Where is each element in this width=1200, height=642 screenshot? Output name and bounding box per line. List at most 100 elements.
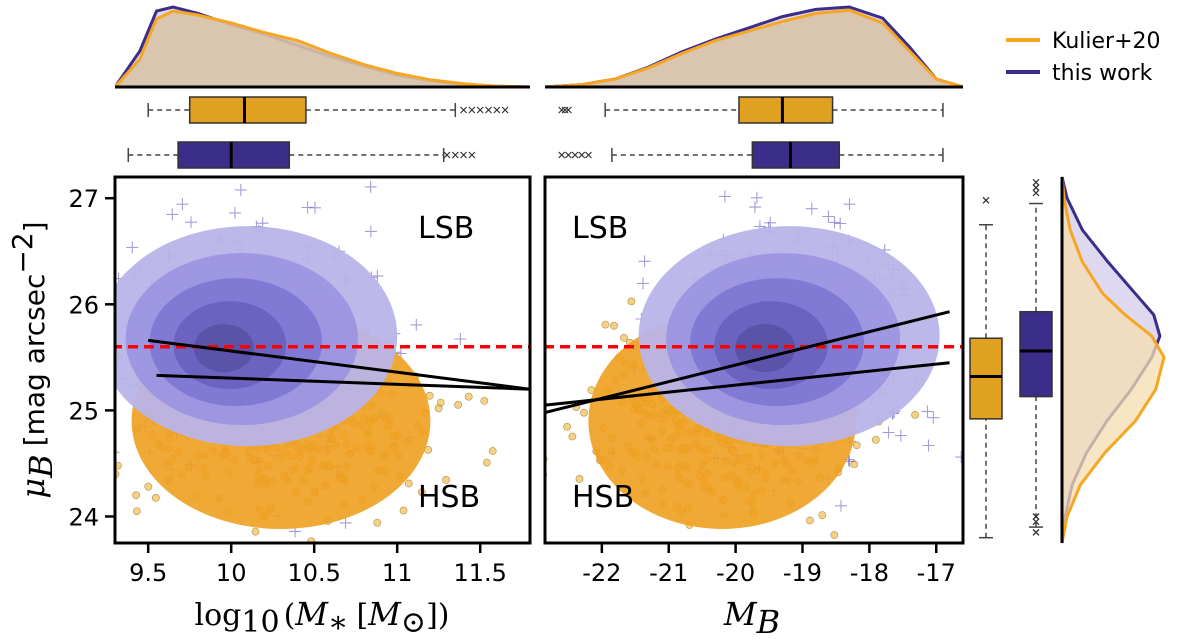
- kulier-point: [399, 506, 408, 515]
- ylabel-exponent: −2: [6, 232, 39, 273]
- thiswork-density-contour: [193, 324, 254, 373]
- mass-thiswork-box: [177, 141, 291, 169]
- kulier-point: [480, 396, 489, 405]
- mass-scatter-panel: [94, 180, 530, 557]
- thiswork-point: [454, 333, 467, 345]
- thiswork-point: [922, 439, 935, 452]
- y-axis-label: μB [mag arcsec−2]: [6, 221, 60, 498]
- thiswork-point: [234, 183, 247, 196]
- thiswork-point: [882, 426, 895, 439]
- kulier-point: [871, 435, 880, 444]
- mass-thiswork-outlier: [443, 151, 451, 159]
- thiswork-point: [835, 499, 847, 512]
- mass-x-axis-label: log10 (M∗ [M⊙]): [195, 595, 450, 640]
- mass-thiswork-outlier: [451, 151, 459, 159]
- mass-x-tick-label: 11: [382, 559, 413, 587]
- thiswork-point: [843, 198, 856, 211]
- mag-x-tick-label: -18: [850, 559, 889, 587]
- kulier-point: [488, 447, 497, 455]
- kulier-point: [132, 491, 140, 500]
- thiswork-point: [638, 255, 651, 268]
- mu-thiswork-outlier: [1032, 518, 1040, 526]
- mu-y-tick-label: 26: [68, 291, 99, 319]
- kulier-point: [850, 460, 859, 469]
- mag-kulier-outlier: [561, 106, 569, 114]
- thiswork-point: [339, 516, 352, 529]
- mag-thiswork-outlier: [558, 151, 566, 159]
- mu-y-tick-label: 27: [68, 185, 99, 213]
- kulier-point: [852, 441, 861, 450]
- fit-line: [148, 338, 530, 391]
- kulier-point: [580, 408, 588, 417]
- thiswork-point: [750, 191, 763, 204]
- mag-hsb-label: HSB: [572, 480, 634, 515]
- kulier-point: [417, 488, 426, 497]
- mu-thiswork-box: [1019, 310, 1053, 398]
- kulier-point: [442, 475, 450, 484]
- mag-thiswork-outlier: [571, 151, 579, 159]
- mag-lsb-label: LSB: [572, 211, 628, 246]
- mu-thiswork-outlier: [1032, 513, 1040, 520]
- mass-x-tick-label: 10: [216, 559, 247, 587]
- ylabel-mu-sub: B: [22, 454, 60, 479]
- mass-hsb-label: HSB: [418, 480, 480, 515]
- thiswork-point: [637, 277, 649, 290]
- mass-boxplots: [127, 96, 509, 169]
- kulier-point: [620, 333, 628, 342]
- mag-x-axis-label: MB: [723, 595, 780, 641]
- kulier-point: [601, 320, 610, 329]
- mu-kulier-outlier: [982, 196, 990, 204]
- thiswork-point: [166, 208, 179, 221]
- kulier-point: [132, 507, 141, 515]
- ylabel-units: [mag arcsec: [18, 274, 51, 447]
- thiswork-point: [228, 206, 241, 219]
- thiswork-point: [101, 257, 113, 269]
- fit-line: [545, 310, 950, 414]
- thiswork-point: [126, 241, 139, 254]
- mass-kulier-outlier: [493, 106, 501, 114]
- kulier-point: [532, 308, 539, 315]
- mu-kde-panel: [1060, 176, 1166, 544]
- thiswork-point: [921, 405, 934, 418]
- mass-x-tick-label: 11.5: [453, 559, 506, 587]
- thiswork-point: [371, 269, 384, 282]
- kulier-point: [434, 404, 443, 413]
- mag-thiswork-box: [751, 141, 841, 169]
- thiswork-point: [828, 216, 841, 229]
- kulier-kde-curve: [545, 8, 963, 88]
- kulier-point: [115, 461, 122, 470]
- fit-line: [545, 361, 950, 407]
- thiswork-point: [822, 210, 835, 223]
- kulier-point: [151, 493, 160, 502]
- kulier-point: [454, 400, 462, 409]
- legend: Kulier+20 this work: [1006, 29, 1161, 86]
- thiswork-point: [94, 328, 106, 340]
- mass-thiswork-outlier: [460, 151, 468, 159]
- thiswork-point: [749, 201, 761, 214]
- mu-kulier-box: [969, 337, 1003, 420]
- kulier-point: [610, 321, 618, 330]
- thiswork-point: [834, 217, 847, 230]
- kulier-point: [575, 474, 584, 483]
- mass-axis-ticks: 9.5 10 10.5 11 11.5: [129, 543, 507, 587]
- mu-thiswork-outlier: [1032, 528, 1040, 536]
- kulier-point: [188, 550, 195, 557]
- mu-thiswork-outlier: [1032, 184, 1040, 192]
- mass-kulier-outlier: [476, 106, 484, 114]
- mu-axis-ticks: 24 25 26 27: [68, 185, 115, 531]
- thiswork-point: [927, 411, 940, 424]
- kulier-point: [806, 516, 814, 525]
- kulier-point: [482, 458, 491, 467]
- mass-kulier-outlier: [501, 106, 509, 114]
- thiswork-point: [364, 180, 377, 193]
- mass-kulier-outlier: [460, 106, 468, 114]
- mass-kde-panel: [115, 5, 530, 88]
- mag-axis-ticks: -22 -21 -20 -19 -18 -17: [582, 543, 956, 587]
- kulier-point: [404, 479, 413, 488]
- mu-boxplots: [969, 178, 1053, 539]
- thiswork-point: [176, 198, 189, 211]
- thiswork-point: [115, 451, 120, 453]
- kulier-kde-curve: [1060, 176, 1166, 544]
- kulier-point: [627, 297, 636, 306]
- mass-x-tick-label: 10.5: [287, 559, 340, 587]
